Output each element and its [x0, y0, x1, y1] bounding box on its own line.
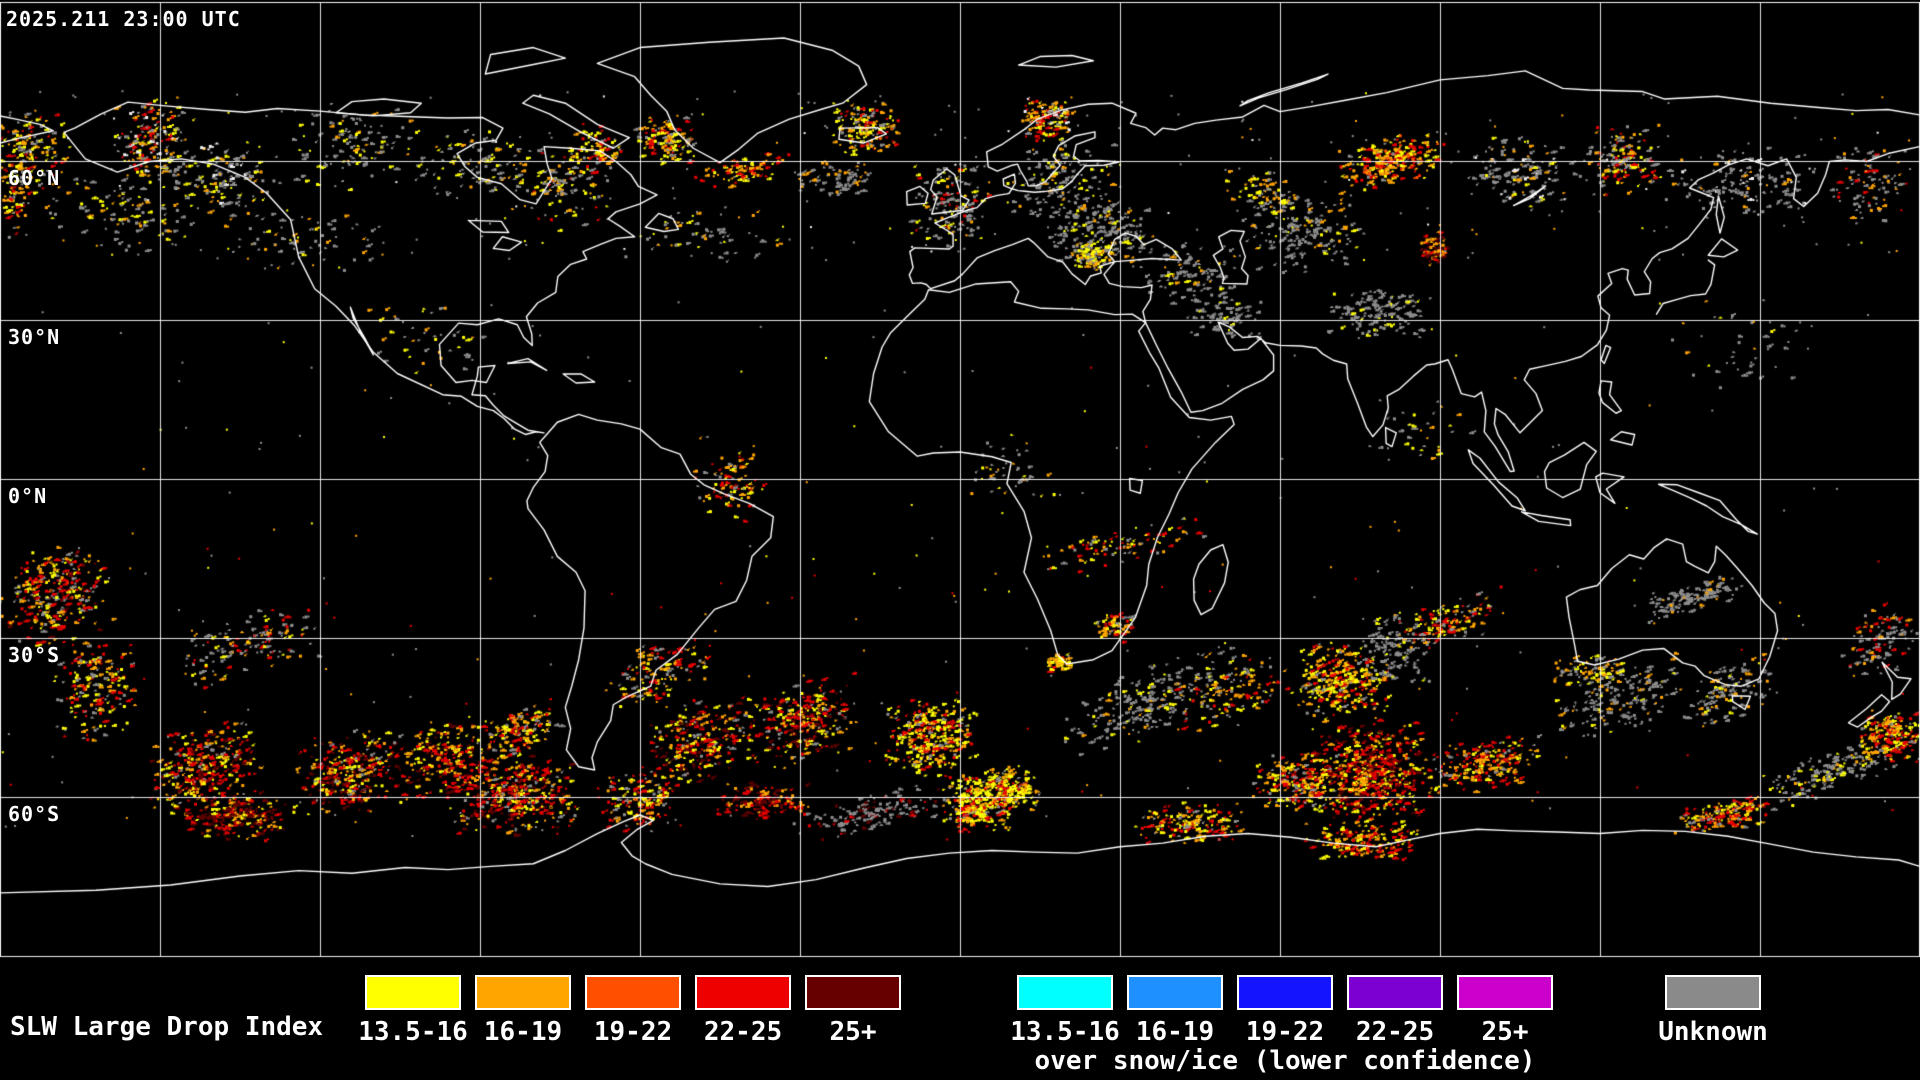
legend-snowice-caption: over snow/ice (lower confidence)	[1034, 1046, 1536, 1076]
legend-item: 19-22	[578, 975, 688, 1047]
legend-item: 22-25	[688, 975, 798, 1047]
legend-unknown-group: Unknown	[1658, 975, 1768, 1047]
legend-item-label: 22-25	[703, 1017, 783, 1047]
legend-item: 22-25	[1340, 975, 1450, 1047]
legend-item-label: 19-22	[1245, 1017, 1325, 1047]
legend-color-swatch	[1127, 975, 1223, 1010]
legend-color-swatch	[1347, 975, 1443, 1010]
legend-item-label: 25+	[1481, 1017, 1529, 1047]
legend-item-label: Unknown	[1658, 1017, 1768, 1047]
legend-item-label: 25+	[829, 1017, 877, 1047]
latitude-label: 60°S	[8, 802, 61, 826]
legend-item-label: 19-22	[593, 1017, 673, 1047]
legend-item: 13.5-16	[1010, 975, 1120, 1047]
legend-color-swatch	[475, 975, 571, 1010]
legend-standard-group: 13.5-16 16-19 19-22 22-25 25+	[358, 975, 908, 1047]
legend-item-label: 13.5-16	[1010, 1017, 1120, 1047]
latitude-label: 0°N	[8, 484, 48, 508]
legend: SLW Large Drop Index 13.5-16 16-19 19-22 22…	[0, 960, 1920, 1080]
timestamp-label: 2025.211 23:00 UTC	[6, 7, 241, 31]
legend-item-label: 16-19	[1135, 1017, 1215, 1047]
legend-item-label: 13.5-16	[358, 1017, 468, 1047]
legend-color-swatch	[1237, 975, 1333, 1010]
legend-item: 25+	[798, 975, 908, 1047]
legend-snowice-group: 13.5-16 16-19 19-22 22-25 25+	[1010, 975, 1560, 1047]
legend-item: 16-19	[1120, 975, 1230, 1047]
legend-color-swatch	[1665, 975, 1761, 1010]
legend-item: Unknown	[1658, 975, 1768, 1047]
legend-color-swatch	[365, 975, 461, 1010]
legend-color-swatch	[585, 975, 681, 1010]
legend-color-swatch	[1457, 975, 1553, 1010]
legend-item: 25+	[1450, 975, 1560, 1047]
legend-item-label: 22-25	[1355, 1017, 1435, 1047]
legend-item: 16-19	[468, 975, 578, 1047]
latitude-label: 30°S	[8, 643, 61, 667]
legend-color-swatch	[1017, 975, 1113, 1010]
legend-item-label: 16-19	[483, 1017, 563, 1047]
legend-item: 13.5-16	[358, 975, 468, 1047]
legend-color-swatch	[695, 975, 791, 1010]
latitude-label: 60°N	[8, 166, 61, 190]
legend-color-swatch	[805, 975, 901, 1010]
legend-title: SLW Large Drop Index	[10, 1012, 324, 1042]
latitude-label: 30°N	[8, 325, 61, 349]
legend-item: 19-22	[1230, 975, 1340, 1047]
